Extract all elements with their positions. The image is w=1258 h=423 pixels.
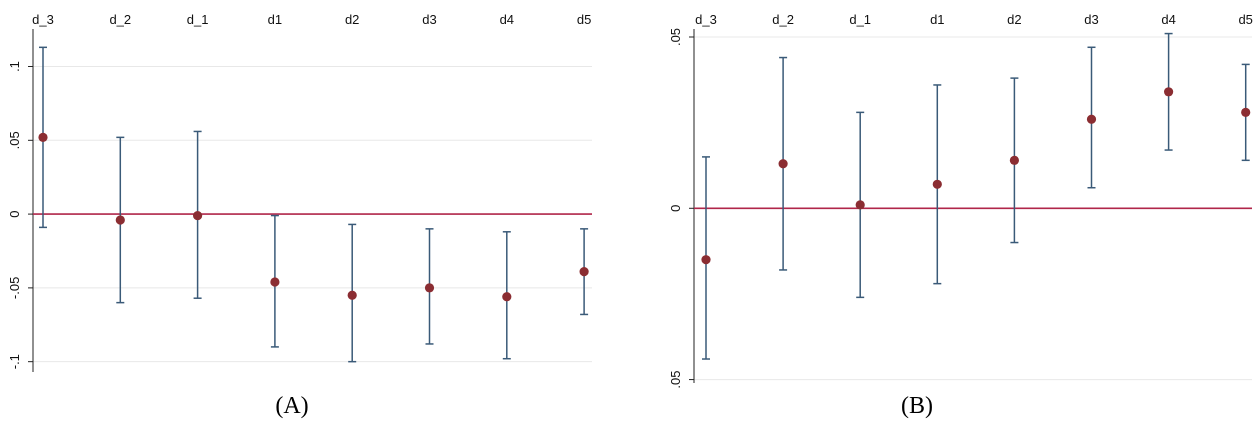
point-estimate — [502, 292, 512, 302]
y-tick-label: .05 — [668, 28, 683, 46]
x-tick-label: d_2 — [109, 12, 131, 27]
point-estimate — [424, 283, 435, 293]
x-tick-label: d_1 — [187, 12, 209, 27]
point-estimate — [1009, 155, 1020, 165]
point-estimate — [932, 179, 942, 189]
panel-caption: (A) — [275, 393, 308, 419]
point-estimate — [38, 132, 48, 142]
x-tick-label: d1 — [930, 12, 944, 27]
y-tick-label: .1 — [7, 61, 22, 72]
x-tick-label: d1 — [268, 12, 282, 27]
x-tick-label: d3 — [422, 12, 436, 27]
y-tick-label: 0 — [7, 210, 22, 217]
x-tick-label: d5 — [1238, 12, 1252, 27]
panel-caption: (B) — [901, 393, 933, 419]
point-estimate — [270, 277, 280, 287]
x-tick-label: d3 — [1084, 12, 1098, 27]
x-tick-label: d_1 — [849, 12, 871, 27]
x-tick-label: d_3 — [32, 12, 54, 27]
point-estimate — [855, 200, 865, 210]
point-estimate — [1164, 87, 1174, 97]
y-tick-label: -.05 — [7, 277, 22, 299]
y-tick-label: -.1 — [7, 354, 22, 369]
point-estimate — [778, 159, 788, 169]
panel-a: -.1 -.05 0 .05 .1 d_3 d_2 d_1 d1 d2 d3 d4 d5 (A) — [7, 12, 592, 419]
point-estimate — [115, 215, 125, 225]
point-estimate — [701, 255, 711, 265]
point-estimate — [579, 267, 589, 277]
x-tick-label: d2 — [345, 12, 359, 27]
y-tick-label: 0 — [668, 205, 683, 212]
y-tick-label: .05 — [668, 371, 683, 389]
x-tick-label: d4 — [500, 12, 514, 27]
point-estimate — [347, 290, 357, 300]
point-estimate — [193, 210, 203, 221]
point-estimate — [1241, 107, 1251, 117]
x-tick-label: d_3 — [695, 12, 717, 27]
point-estimate — [1086, 114, 1097, 124]
y-tick-label: .05 — [7, 131, 22, 149]
x-tick-label: d_2 — [772, 12, 794, 27]
x-tick-label: d2 — [1007, 12, 1021, 27]
panel-b: .05 0 .05 d_3 d_2 d_1 d1 d2 d3 d4 d5 (B) — [668, 12, 1253, 419]
x-tick-label: d5 — [577, 12, 591, 27]
x-tick-label: d4 — [1161, 12, 1175, 27]
